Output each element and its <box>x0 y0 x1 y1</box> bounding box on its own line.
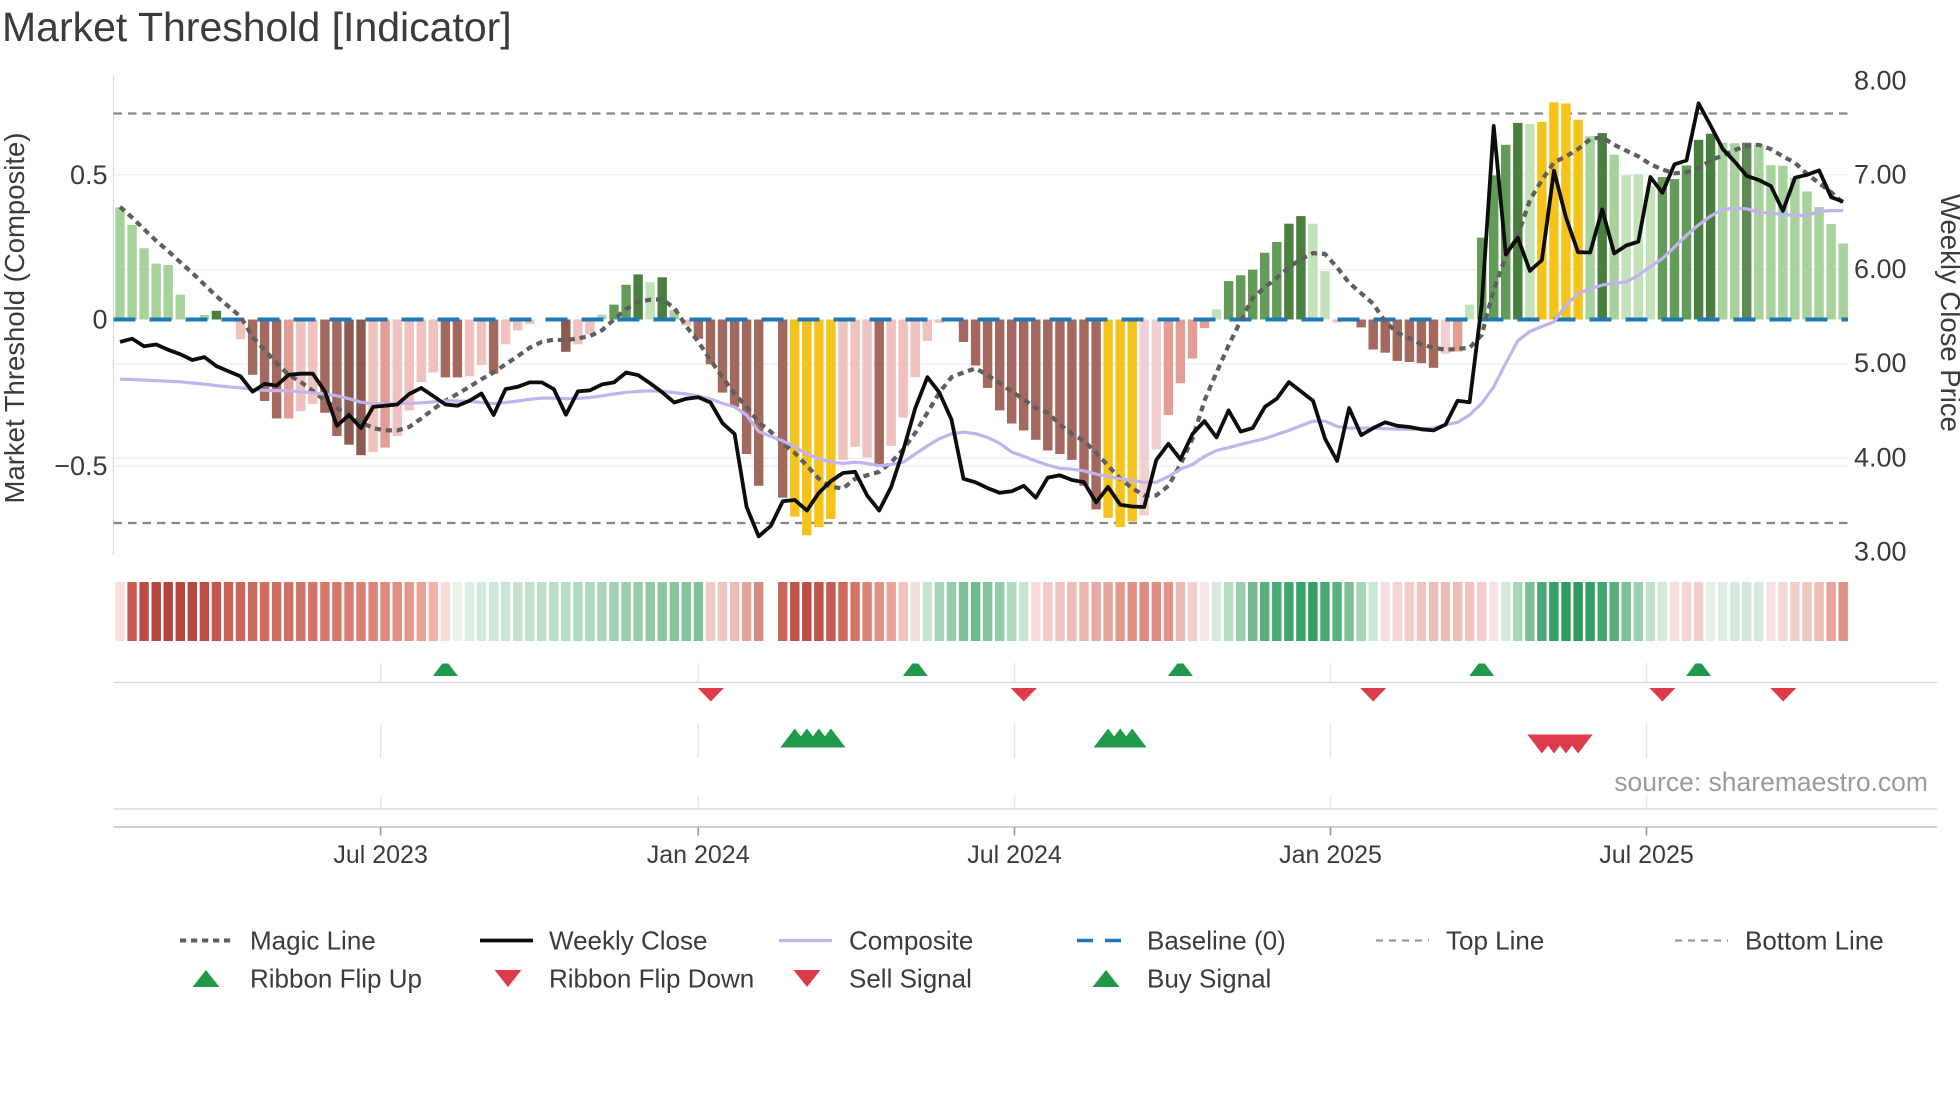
svg-text:3.00: 3.00 <box>1854 537 1907 567</box>
svg-text:−0.5: −0.5 <box>54 451 107 481</box>
svg-text:Jul 2023: Jul 2023 <box>333 841 428 869</box>
svg-text:Market Threshold (Composite): Market Threshold (Composite) <box>0 133 30 504</box>
svg-text:Jul 2024: Jul 2024 <box>967 841 1062 869</box>
svg-text:Market Threshold [Indicator]: Market Threshold [Indicator] <box>2 4 512 50</box>
svg-text:0: 0 <box>92 305 107 335</box>
svg-text:6.00: 6.00 <box>1854 254 1907 284</box>
svg-text:4.00: 4.00 <box>1854 442 1907 472</box>
svg-text:Top Line: Top Line <box>1446 926 1544 956</box>
svg-text:Bottom Line: Bottom Line <box>1745 926 1884 956</box>
svg-text:Jul 2025: Jul 2025 <box>1599 841 1694 869</box>
svg-text:7.00: 7.00 <box>1854 160 1907 190</box>
svg-text:Ribbon Flip Down: Ribbon Flip Down <box>549 964 754 994</box>
svg-text:Weekly Close Price: Weekly Close Price <box>1935 194 1960 432</box>
svg-text:Buy Signal: Buy Signal <box>1147 964 1271 994</box>
svg-text:source: sharemaestro.com: source: sharemaestro.com <box>1614 767 1928 797</box>
svg-text:Jan 2025: Jan 2025 <box>1279 841 1382 869</box>
svg-text:0.5: 0.5 <box>70 160 108 190</box>
svg-text:8.00: 8.00 <box>1854 66 1907 96</box>
svg-text:Jan 2024: Jan 2024 <box>647 841 750 869</box>
svg-text:Sell Signal: Sell Signal <box>849 964 972 994</box>
svg-text:5.00: 5.00 <box>1854 348 1907 378</box>
svg-text:Ribbon Flip Up: Ribbon Flip Up <box>250 964 422 994</box>
svg-text:Composite: Composite <box>849 926 973 956</box>
svg-text:Weekly Close: Weekly Close <box>549 926 707 956</box>
svg-text:Magic Line: Magic Line <box>250 926 376 956</box>
svg-text:Baseline (0): Baseline (0) <box>1147 926 1286 956</box>
